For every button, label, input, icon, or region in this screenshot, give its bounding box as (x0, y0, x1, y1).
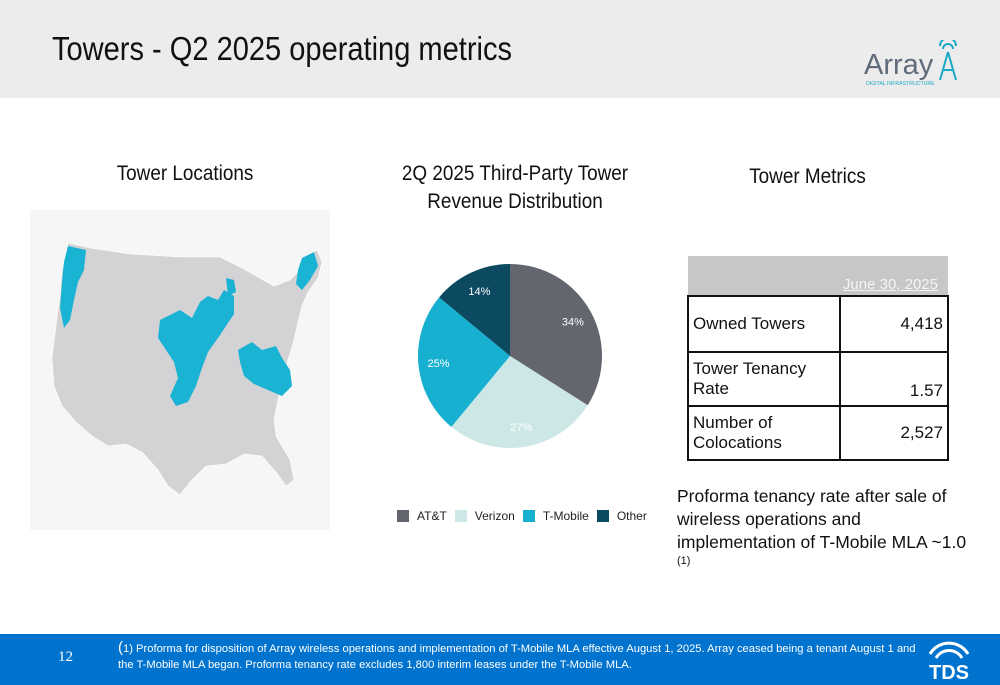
footnote-text: 1) Proforma for disposition of Array wir… (118, 643, 916, 671)
metric-value: 2,527 (839, 405, 949, 461)
legend-swatch (397, 510, 409, 522)
legend-label: AT&T (417, 509, 447, 523)
proforma-note-ref: (1) (677, 555, 691, 568)
legend-item: T-Mobile (522, 509, 589, 523)
array-logo: Array DIGITAL INFRASTRUCTURE (864, 40, 957, 87)
proforma-note: Proforma tenancy rate after sale of wire… (677, 485, 982, 577)
us-tower-map (30, 210, 330, 530)
array-logo-subtext: DIGITAL INFRASTRUCTURE (866, 81, 935, 87)
legend-item: AT&T (397, 509, 447, 523)
metrics-header-row: June 30, 2025 (688, 256, 948, 296)
tds-logo-text: TDS (929, 662, 969, 682)
table-row: Tower Tenancy Rate 1.57 (687, 351, 949, 407)
metrics-column-header: June 30, 2025 (688, 256, 948, 296)
legend-swatch (522, 510, 535, 522)
revenue-pie-chart: 34% 27% 25% 14% (418, 264, 602, 448)
page-number: 12 (58, 649, 73, 665)
tower-clusters (60, 246, 318, 406)
tower-metrics-table: June 30, 2025 Owned Towers 4,418 Tower T… (687, 256, 949, 461)
metric-label: Number of Colocations (687, 405, 841, 461)
table-row: Owned Towers 4,418 (687, 295, 949, 353)
array-logo-text: Array (864, 49, 934, 81)
legend-label: Other (616, 509, 647, 523)
legend-swatch (454, 510, 467, 522)
proforma-text: Proforma tenancy rate after sale of wire… (677, 486, 967, 552)
pie-slice-other (439, 264, 510, 356)
header-bar: Towers - Q2 2025 operating metrics Array… (0, 0, 1000, 98)
tower-metrics-title: Tower Metrics (749, 165, 866, 188)
tower-locations-title: Tower Locations (116, 162, 254, 185)
pie-data-label: 14% (468, 286, 490, 298)
legend-item: Other (596, 509, 647, 523)
pie-slice-t-mobile (418, 297, 510, 427)
pie-data-label: 34% (562, 316, 584, 328)
metric-label: Owned Towers (687, 295, 841, 353)
legend-swatch (596, 510, 609, 522)
pie-slice-verizon (451, 356, 588, 448)
pie-data-label: 27% (510, 422, 532, 434)
pie-legend: AT&T Verizon T-Mobile Other (397, 509, 655, 523)
legend-label: T-Mobile (542, 509, 589, 523)
footer-bar: 12 (1) Proforma for disposition of Array… (0, 634, 1000, 685)
legend-label: Verizon (474, 509, 515, 523)
antenna-icon (939, 40, 957, 81)
metric-label: Tower Tenancy Rate (687, 351, 841, 407)
pie-slice-at-t (510, 264, 602, 406)
table-row: Number of Colocations 2,527 (687, 405, 949, 461)
tds-logo: TDS (928, 641, 970, 682)
footnote-paren: ( (118, 639, 123, 656)
legend-item: Verizon (454, 509, 515, 523)
footnote: (1) Proforma for disposition of Array wi… (118, 640, 918, 673)
metric-value: 4,418 (839, 295, 949, 353)
revenue-chart-title: 2Q 2025 Third-Party Tower Revenue Distri… (401, 162, 629, 213)
signal-arcs-icon (928, 641, 970, 659)
metric-value: 1.57 (839, 351, 949, 407)
pie-data-label: 25% (428, 358, 450, 370)
page-title: Towers - Q2 2025 operating metrics (52, 30, 513, 67)
